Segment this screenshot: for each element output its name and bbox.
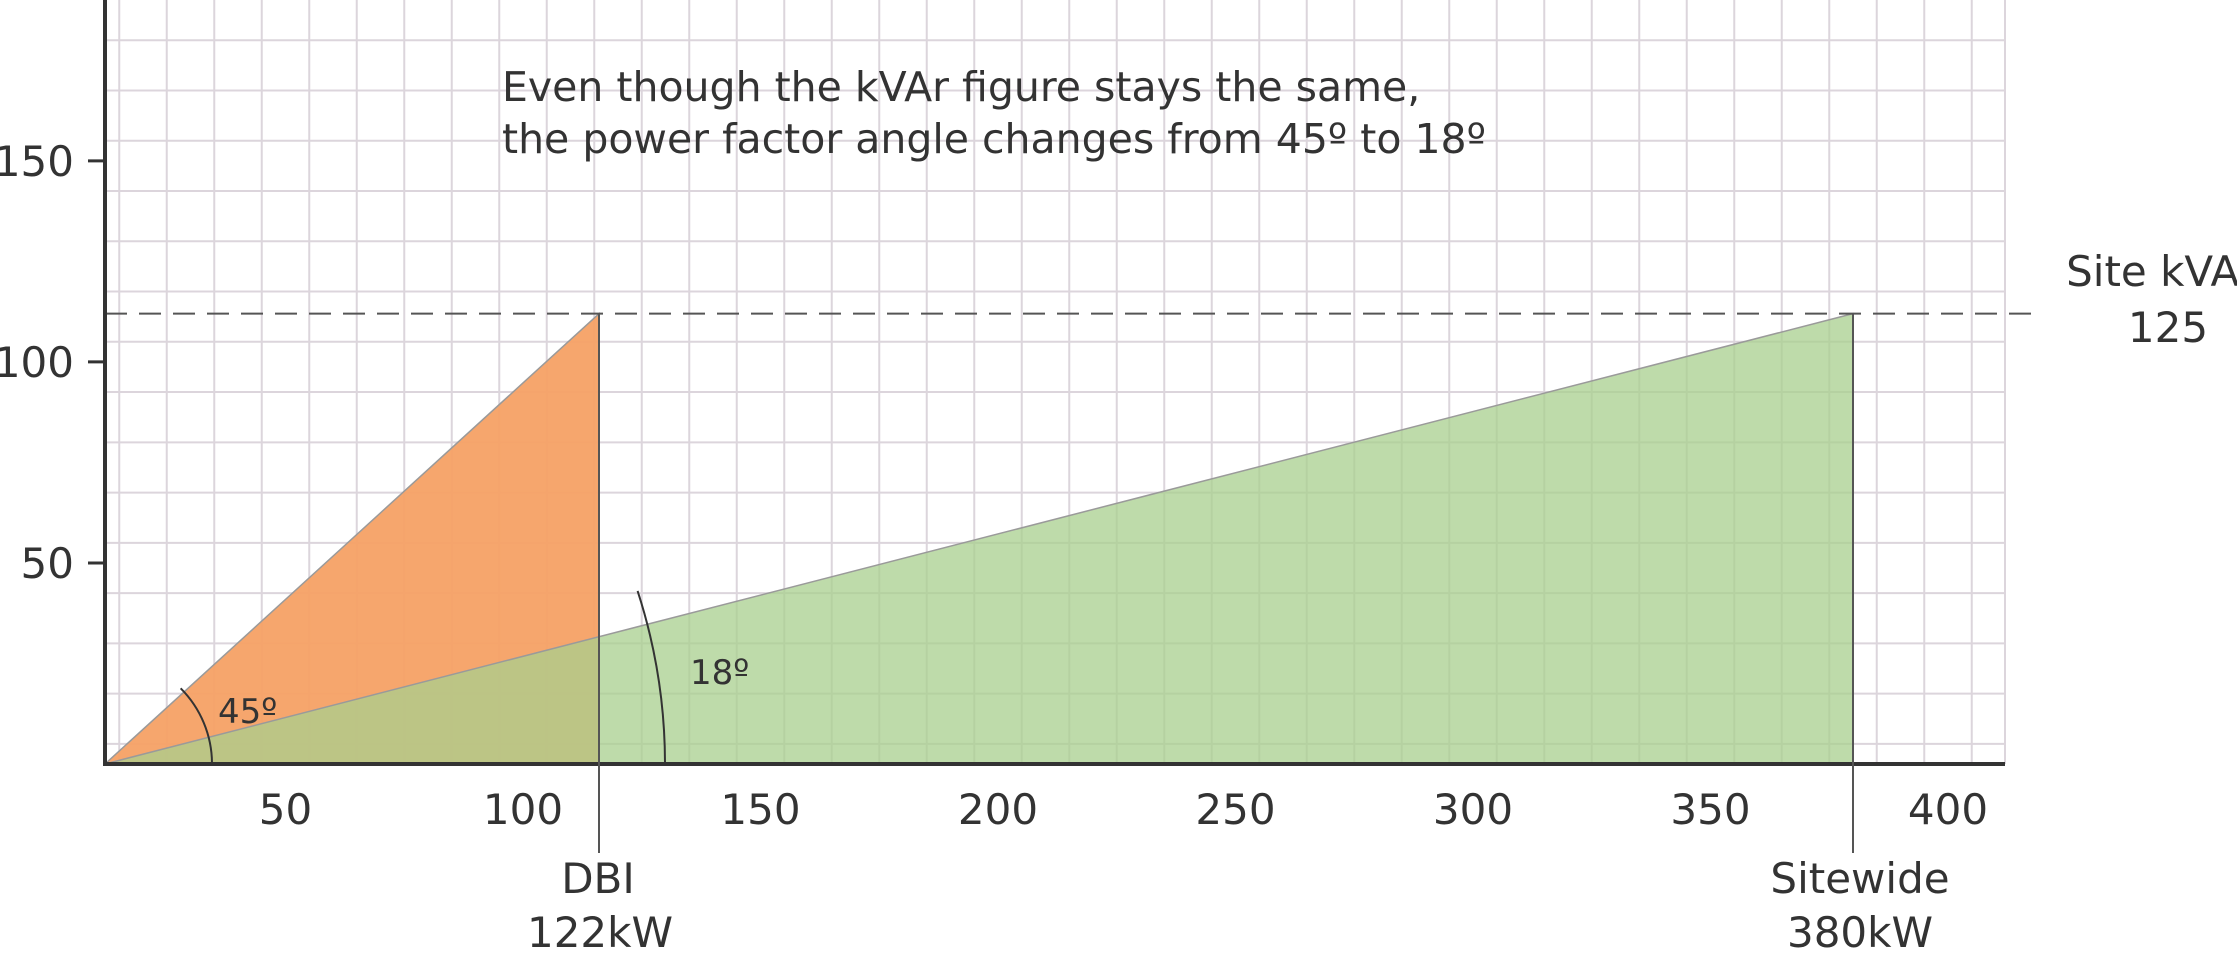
x-tick-label: 350 <box>1670 785 1750 834</box>
marker-dbi-label-line-1: DBI <box>561 854 635 903</box>
x-tick-label: 400 <box>1908 785 1988 834</box>
x-tick-label: 150 <box>720 785 800 834</box>
markers <box>598 313 1854 853</box>
angle-arc-18 <box>636 590 666 765</box>
angle-label-18: 18º <box>690 653 749 693</box>
tick-labels: 50 100 150 200 250 300 350 400 50 100 150 <box>0 137 1988 834</box>
reference-label-line-2: 125 <box>2128 303 2208 352</box>
reference-label-line-1: Site kVAr: <box>2066 247 2237 296</box>
y-tick-label: 50 <box>21 539 74 588</box>
angle-arcs <box>179 590 666 765</box>
angle-arc-45 <box>179 687 213 765</box>
annotation-line-2: the power factor angle changes from 45º … <box>502 115 1486 163</box>
y-tick-label: 100 <box>0 338 74 387</box>
x-tick-label: 200 <box>958 785 1038 834</box>
marker-sitewide-label-line-1: Sitewide <box>1770 854 1949 903</box>
marker-dbi-label-line-2: 122kW <box>527 908 673 953</box>
x-tick-label: 50 <box>259 785 312 834</box>
y-tick-label: 150 <box>0 137 74 186</box>
x-tick-label: 100 <box>483 785 563 834</box>
x-tick-label: 300 <box>1433 785 1513 834</box>
angle-label-45: 45º <box>218 692 277 732</box>
marker-sitewide-label-line-2: 380kW <box>1787 908 1933 953</box>
axes <box>103 0 2005 766</box>
series-layer <box>103 311 2040 765</box>
x-tick-label: 250 <box>1195 785 1275 834</box>
annotation-line-1: Even though the kVAr figure stays the sa… <box>502 63 1420 111</box>
